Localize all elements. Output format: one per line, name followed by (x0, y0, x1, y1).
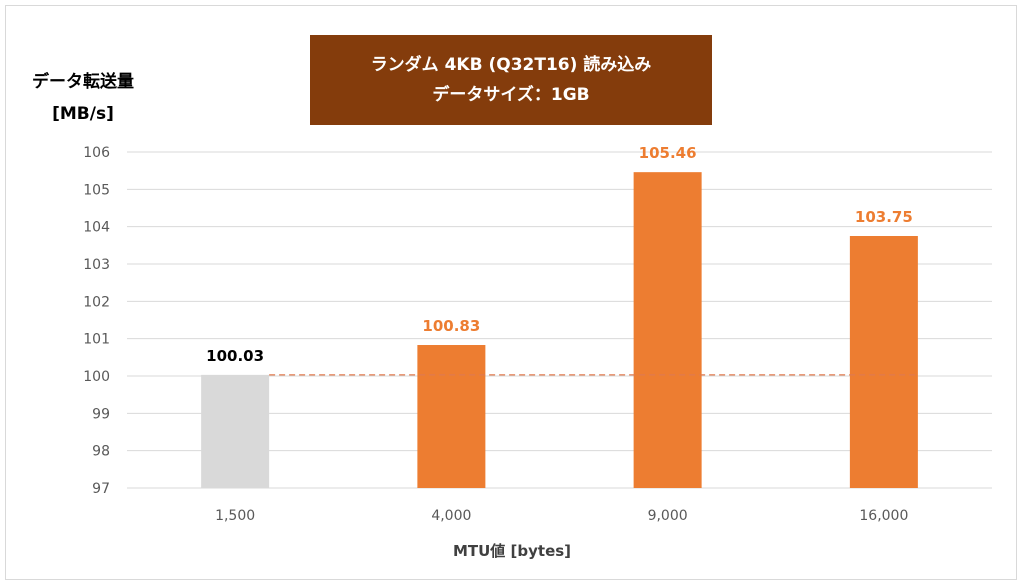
y-tick-label: 105 (83, 182, 110, 198)
y-tick-label: 104 (83, 220, 110, 236)
y-axis-label-line2: [MB/s] (52, 104, 114, 124)
y-tick-label: 101 (83, 332, 110, 348)
bar (201, 374, 270, 488)
y-tick-label: 106 (83, 145, 110, 161)
gridlines (127, 151, 992, 489)
bars (201, 172, 918, 488)
chart-title: ランダム 4KB (Q32T16) 読み込み (370, 55, 652, 75)
bar (633, 172, 702, 488)
chart-subtitle: データサイズ：1GB (432, 85, 590, 105)
chart-title-box: ランダム 4KB (Q32T16) 読み込み データサイズ：1GB (310, 35, 712, 125)
data-label: 105.46 (639, 144, 697, 162)
x-tick-label: 4,000 (431, 508, 471, 524)
y-tick-label: 103 (83, 257, 110, 273)
y-tick-label: 102 (83, 294, 110, 310)
y-tick-label: 100 (83, 369, 110, 385)
data-label: 100.03 (206, 347, 264, 365)
x-tick-label: 1,500 (215, 508, 255, 524)
x-tick-labels: 1,500 4,000 9,000 16,000 (215, 508, 908, 524)
x-tick-label: 16,000 (859, 508, 908, 524)
bar (849, 236, 918, 488)
data-label: 103.75 (855, 208, 913, 226)
data-label: 100.83 (422, 317, 480, 335)
x-tick-label: 9,000 (648, 508, 688, 524)
bar (417, 345, 486, 488)
y-tick-label: 98 (92, 444, 110, 460)
y-tick-labels: 97 98 99 100 101 102 103 104 105 106 (83, 145, 110, 497)
y-axis-label-line1: データ転送量 (32, 72, 134, 92)
data-labels: 100.03 100.83 105.46 103.75 (206, 144, 913, 365)
x-axis-label: MTU値 [bytes] (452, 542, 572, 560)
y-axis-label: データ転送量 [MB/s] (28, 66, 138, 130)
y-tick-label: 97 (92, 481, 110, 497)
y-tick-label: 99 (92, 406, 110, 422)
